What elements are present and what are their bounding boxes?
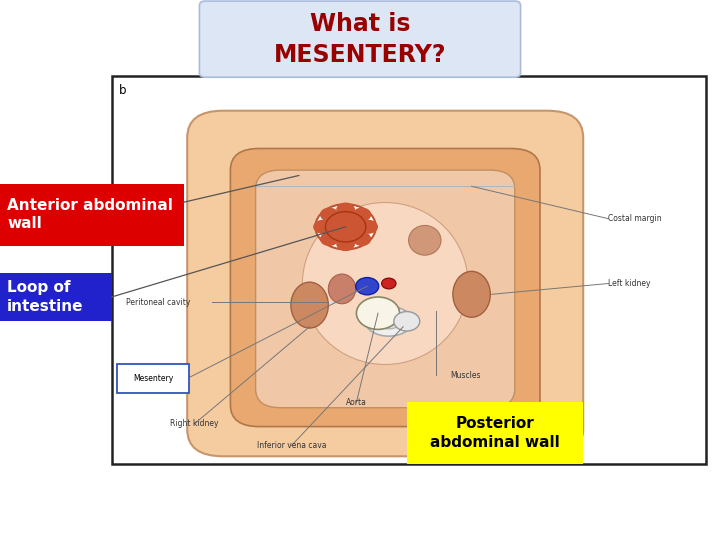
Text: Loop of
intestine: Loop of intestine: [7, 280, 84, 314]
Circle shape: [320, 207, 338, 221]
Text: b: b: [119, 84, 126, 97]
Text: Aorta: Aorta: [346, 398, 366, 407]
FancyBboxPatch shape: [230, 148, 540, 427]
Bar: [0, 184, 184, 246]
FancyBboxPatch shape: [187, 111, 583, 456]
Circle shape: [313, 220, 332, 234]
Ellipse shape: [453, 271, 490, 317]
Text: Muscles: Muscles: [450, 371, 480, 380]
Bar: [0, 273, 112, 321]
Circle shape: [382, 278, 396, 289]
Text: Costal margin: Costal margin: [608, 214, 662, 223]
Ellipse shape: [328, 274, 356, 303]
Text: Peritoneal cavity: Peritoneal cavity: [126, 298, 190, 307]
FancyBboxPatch shape: [112, 76, 706, 464]
Text: What is: What is: [310, 12, 410, 36]
Circle shape: [336, 237, 355, 251]
Text: Right kidney: Right kidney: [170, 420, 219, 428]
FancyBboxPatch shape: [256, 170, 515, 408]
Text: MESENTERY?: MESENTERY?: [274, 43, 446, 66]
Circle shape: [359, 220, 378, 234]
Text: Anterior abdominal
wall: Anterior abdominal wall: [7, 198, 173, 232]
Bar: [407, 402, 583, 464]
Text: Mesentery: Mesentery: [133, 374, 173, 383]
Ellipse shape: [409, 226, 441, 255]
FancyBboxPatch shape: [117, 364, 189, 393]
Ellipse shape: [302, 202, 468, 364]
Ellipse shape: [376, 314, 402, 329]
Circle shape: [320, 232, 338, 246]
Ellipse shape: [366, 306, 412, 336]
Circle shape: [325, 212, 366, 242]
Circle shape: [353, 232, 372, 246]
Circle shape: [315, 204, 376, 249]
Circle shape: [353, 207, 372, 221]
Text: Inferior vena cava: Inferior vena cava: [257, 441, 326, 450]
Text: Posterior
abdominal wall: Posterior abdominal wall: [430, 416, 560, 450]
Ellipse shape: [291, 282, 328, 328]
Circle shape: [356, 278, 379, 295]
FancyBboxPatch shape: [199, 1, 521, 77]
Text: Left kidney: Left kidney: [608, 279, 651, 288]
Circle shape: [394, 312, 420, 331]
Circle shape: [336, 202, 355, 217]
Circle shape: [356, 297, 400, 329]
